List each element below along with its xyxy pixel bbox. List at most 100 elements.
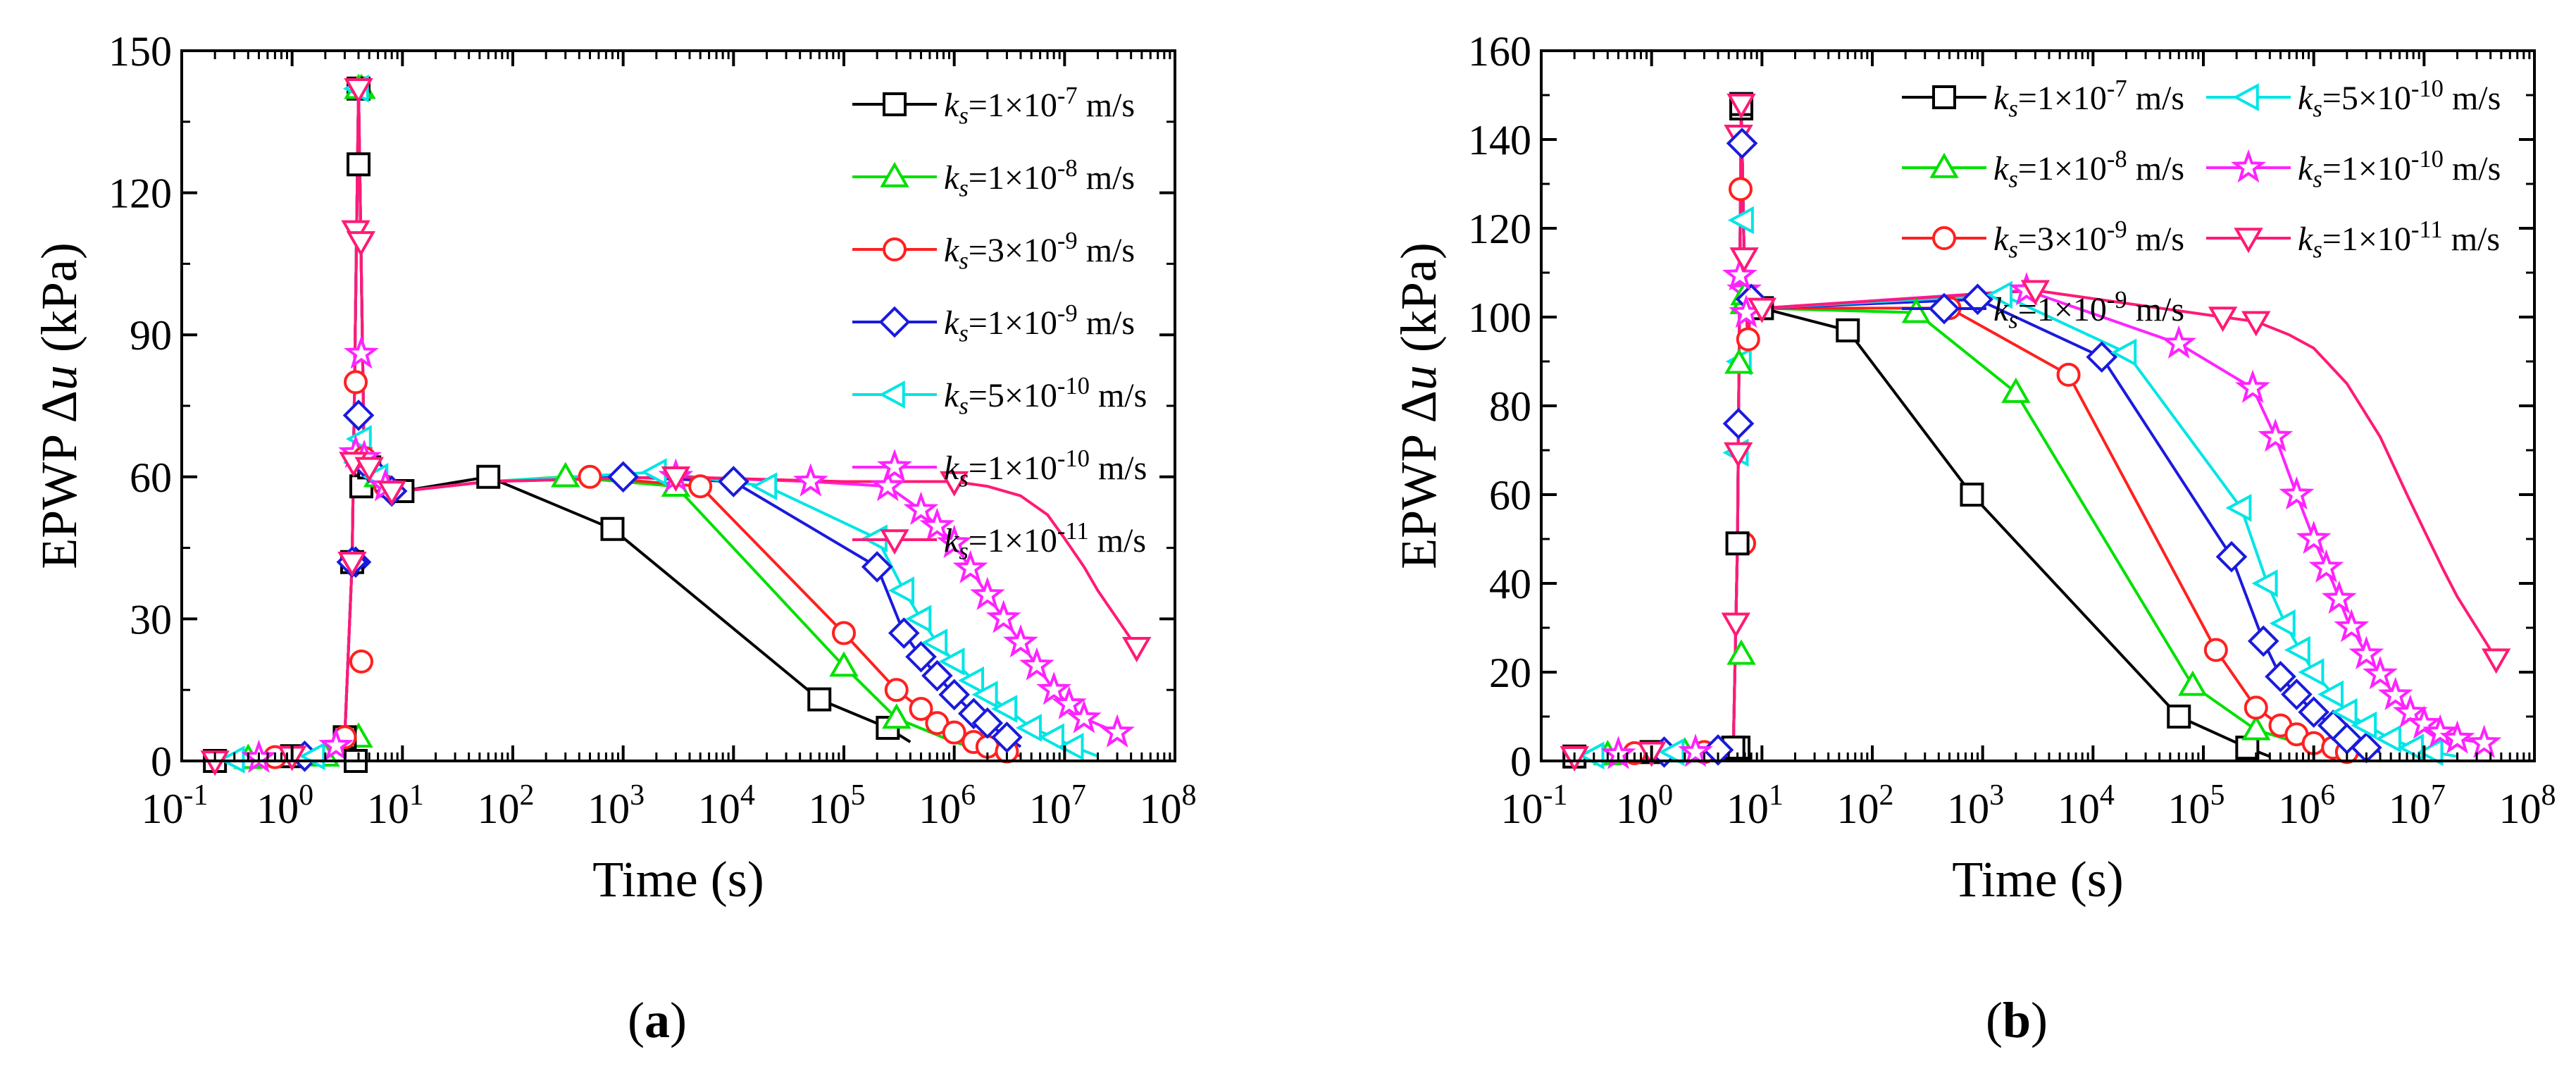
data-point-6 [1721, 612, 1750, 638]
data-point-4 [2351, 711, 2377, 740]
series-line-6 [1574, 102, 2498, 758]
data-point-5 [1100, 714, 1135, 748]
data-point-1 [2001, 377, 2031, 403]
legend-entry: ks=1×10-7 m/s [1902, 75, 2184, 123]
data-point-6 [346, 231, 376, 257]
data-point-5 [1036, 671, 1072, 705]
data-point-6 [1726, 93, 1756, 119]
data-point-5 [969, 576, 1005, 611]
series-line-4 [1574, 102, 2458, 758]
data-point-4 [2251, 569, 2278, 597]
data-point-0 [1960, 483, 1984, 507]
data-point-5 [2334, 609, 2370, 643]
data-point-5 [1722, 256, 1757, 291]
data-point-0 [1725, 531, 1750, 556]
data-point-4 [958, 666, 984, 695]
data-point-3 [905, 640, 937, 673]
y-tick-label: 100 [1468, 295, 1531, 341]
legend-marker [880, 529, 909, 555]
data-point-3 [971, 707, 1004, 739]
series-line-0 [215, 87, 911, 762]
data-point-5 [1003, 624, 1038, 658]
x-tick-label: 103 [1947, 779, 2004, 832]
legend-marker [2232, 83, 2259, 111]
data-point-6 [354, 457, 384, 483]
data-point-1 [2241, 714, 2271, 741]
legend-entry: ks=1×10-8 m/s [1902, 146, 2184, 193]
spike-marker [346, 152, 371, 177]
legend-marker [878, 380, 905, 409]
legend-entry: ks=1×10-9 m/s [852, 300, 1135, 347]
data-point-5 [2377, 676, 2413, 711]
data-point-2 [578, 464, 602, 489]
legend-marker [876, 448, 913, 483]
data-point-4 [938, 648, 965, 676]
data-point-4 [1658, 738, 1685, 767]
data-point-6 [1723, 442, 1753, 468]
data-point-5 [2308, 549, 2344, 583]
data-point-6 [2020, 280, 2051, 306]
x-tick-label: 102 [478, 779, 535, 832]
data-point-1 [829, 651, 859, 677]
data-point-4 [2284, 636, 2310, 664]
legend-label: ks=3×10-9 m/s [1993, 216, 2184, 264]
legend-marker [1932, 226, 1957, 250]
data-point-4 [905, 605, 932, 633]
data-point-0 [1836, 318, 1860, 342]
x-tick-label: 102 [1837, 779, 1894, 832]
data-point-6 [337, 552, 367, 578]
y-tick-label: 140 [1468, 117, 1531, 163]
y-tick-label: 0 [1510, 738, 1531, 785]
data-point-4 [2110, 338, 2137, 367]
data-point-6 [2208, 306, 2238, 333]
data-point-5 [952, 550, 988, 583]
legend-label: ks=1×10-11 m/s [944, 518, 1146, 565]
data-point-5 [2321, 580, 2357, 614]
legend-label: ks=1×10-9 m/s [944, 300, 1135, 347]
legend-entry: ks=1×10-10 m/s [2206, 146, 2501, 193]
data-point-4 [2397, 733, 2424, 762]
data-point-4 [971, 681, 998, 709]
data-point-5 [1066, 700, 1102, 733]
data-point-4 [888, 576, 914, 605]
y-tick-label: 90 [130, 312, 172, 359]
legend-entry: ks=5×10-10 m/s [2206, 75, 2501, 123]
data-point-4 [991, 695, 1018, 723]
y-tick-label: 160 [1468, 28, 1531, 75]
data-point-3 [1726, 128, 1758, 159]
data-point-2 [1728, 177, 1753, 202]
legend: ks=1×10-7 m/s ks=1×10-8 m/s ks=3×10-9 m/s k… [1902, 75, 2501, 334]
data-point-0 [476, 464, 501, 489]
chart-panel-a: 10-1 100 101 102 103 104 105 106 107 108 0 30 60 90 12… [31, 28, 1197, 1048]
y-tick-label: 0 [151, 738, 172, 785]
data-point-0 [600, 516, 625, 541]
data-point-3 [991, 721, 1023, 753]
data-point-1 [1901, 297, 1931, 323]
legend-marker [2230, 149, 2267, 183]
legend-marker [878, 306, 911, 338]
legend-marker [1932, 85, 1956, 109]
data-point-6 [377, 481, 406, 507]
legend-entry: ks=1×10-11 m/s [2206, 216, 2500, 264]
data-point-4 [2225, 494, 2252, 522]
legend-entry: ks=3×10-9 m/s [852, 228, 1135, 275]
legend-entry: ks=3×10-9 m/s [1902, 216, 2184, 264]
legend-marker [2234, 228, 2263, 254]
data-point-6 [661, 466, 691, 492]
data-point-5 [2422, 714, 2458, 748]
legend-label: ks=1×10-7 m/s [1993, 75, 2184, 123]
data-point-0 [2167, 705, 2191, 729]
data-point-6 [2241, 311, 2271, 337]
x-tick-label: 104 [2058, 779, 2115, 832]
data-point-0 [807, 687, 832, 712]
legend-marker [1928, 292, 1960, 325]
legend-label: ks=5×10-10 m/s [2298, 75, 2501, 123]
data-point-5 [2348, 636, 2384, 670]
data-point-6 [1747, 297, 1777, 323]
x-tick-label: 104 [698, 779, 755, 832]
y-tick-label: 120 [108, 171, 172, 217]
legend-label: ks=1×10-10 m/s [2298, 146, 2501, 193]
data-point-1 [551, 461, 580, 488]
y-tick-label: 30 [130, 596, 172, 643]
spike-marker [1726, 639, 1756, 665]
